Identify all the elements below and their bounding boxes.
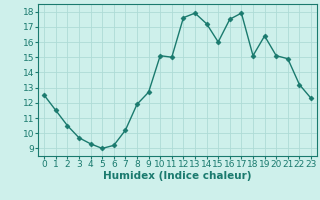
X-axis label: Humidex (Indice chaleur): Humidex (Indice chaleur) — [103, 171, 252, 181]
